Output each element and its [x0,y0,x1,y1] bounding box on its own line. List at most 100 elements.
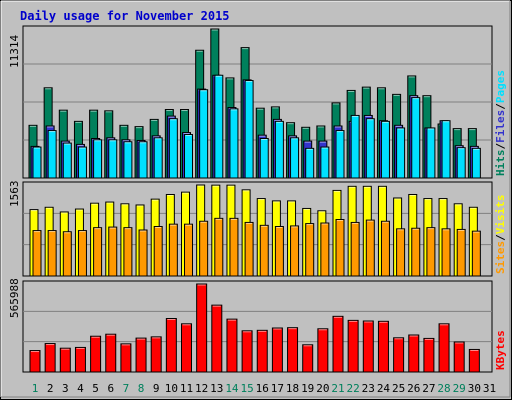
kbytes-bar [105,333,117,373]
kbytes-bar [44,343,56,373]
x-tick-label: 27 [422,382,435,395]
sites-bar [77,230,87,277]
kbytes-bar [302,344,314,373]
sites-bar [380,220,390,277]
sites-bar [335,219,345,277]
kbytes-bar [287,327,299,373]
x-tick-label: 24 [377,382,391,395]
sites-bar [305,223,315,277]
kbytes-bar [211,304,223,373]
x-tick-label: 2 [47,382,54,395]
legend-separator: / [494,234,507,241]
sites-bar [290,225,300,277]
legend-separator: / [494,143,507,150]
pages-bar [426,127,436,179]
x-tick-label: 10 [165,382,178,395]
sites-bar [350,221,360,277]
x-tick-label: 11 [180,382,193,395]
sites-bar [396,228,406,277]
sites-bar [184,223,193,277]
x-tick-label: 19 [301,382,314,395]
kbytes-panel [22,280,493,373]
sites-bar [214,217,224,277]
kbytes-bar [150,336,162,373]
x-tick-label: 7 [123,382,130,395]
kbytes-bar [256,329,268,373]
sites-bar [168,223,178,277]
x-tick-label: 14 [225,382,239,395]
kbytes-bar [332,315,344,373]
sites-bar [93,227,103,277]
x-tick-label: 5 [92,382,99,395]
pages-bar [214,74,224,179]
sites-bar [229,217,239,277]
kbytes-legend-text: KBytes [494,330,507,370]
sites-bar [259,224,269,277]
pages-bar [411,97,421,179]
pages-bar [259,137,269,179]
sites-bar [32,230,42,277]
pages-bar [138,141,148,179]
legend-item-kbytes: KBytes [494,330,507,370]
sites-bar [153,226,163,277]
kbytes-bar [181,323,192,373]
kbytes-bar [135,337,147,373]
kbytes-bar [377,320,389,373]
pages-bar [93,139,103,179]
x-tick-label: 17 [271,382,284,395]
pages-bar [471,147,481,179]
pages-bar [274,120,284,179]
legend-item-hits: Hits [494,150,507,177]
sites-bar [108,226,118,277]
kbytes-bar [74,346,86,373]
legend-item-visits: Visits [494,195,507,235]
kbytes-bar [347,319,359,373]
x-tick-label: 3 [62,382,69,395]
pages-bar [77,146,87,179]
pages-bar [108,139,118,179]
sites-bar [471,230,481,277]
x-tick-label: 15 [240,382,253,395]
legend-item-files: Files [494,110,507,143]
x-tick-label: 20 [316,382,329,395]
sites-bar [47,230,57,277]
x-tick-label: 13 [210,382,223,395]
pages-bar [456,147,466,179]
sites-bar [320,222,330,277]
pages-bar [153,137,163,179]
kbytes-bar [423,337,435,373]
pages-bar [32,146,42,179]
pages-bar [350,114,360,179]
pages-bar [305,147,315,179]
kbytes-bar [196,283,208,373]
pages-bar [229,108,239,179]
kbytes-bar [226,318,238,373]
kbytes-bar [165,318,177,373]
x-tick-label: 23 [362,382,375,395]
sites-bar [138,229,148,277]
pages-bar [244,80,254,179]
legend-separator: / [494,103,507,110]
sites-bar [441,228,451,277]
requests-legend: Hits/Files/Pages [494,70,507,176]
x-tick-label: 9 [153,382,160,395]
kbytes-bar [271,327,283,373]
pages-bar [184,134,193,179]
requests-panel [22,25,493,179]
sites-bar [62,231,72,277]
x-tick-label: 12 [195,382,208,395]
x-tick-label: 22 [347,382,360,395]
pages-bar [47,130,57,179]
pages-bar [168,118,178,179]
kbytes-bar [453,341,465,373]
x-tick-label: 25 [392,382,405,395]
x-tick-label: 26 [407,382,420,395]
visits-legend: Sites/Visits [494,195,507,275]
legend-item-pages: Pages [494,70,507,103]
x-tick-label: 16 [256,382,269,395]
requests-ymax-label: 11314 [8,35,21,68]
x-tick-label: 1 [32,382,39,395]
sites-bar [426,227,436,277]
x-tick-label: 18 [286,382,299,395]
